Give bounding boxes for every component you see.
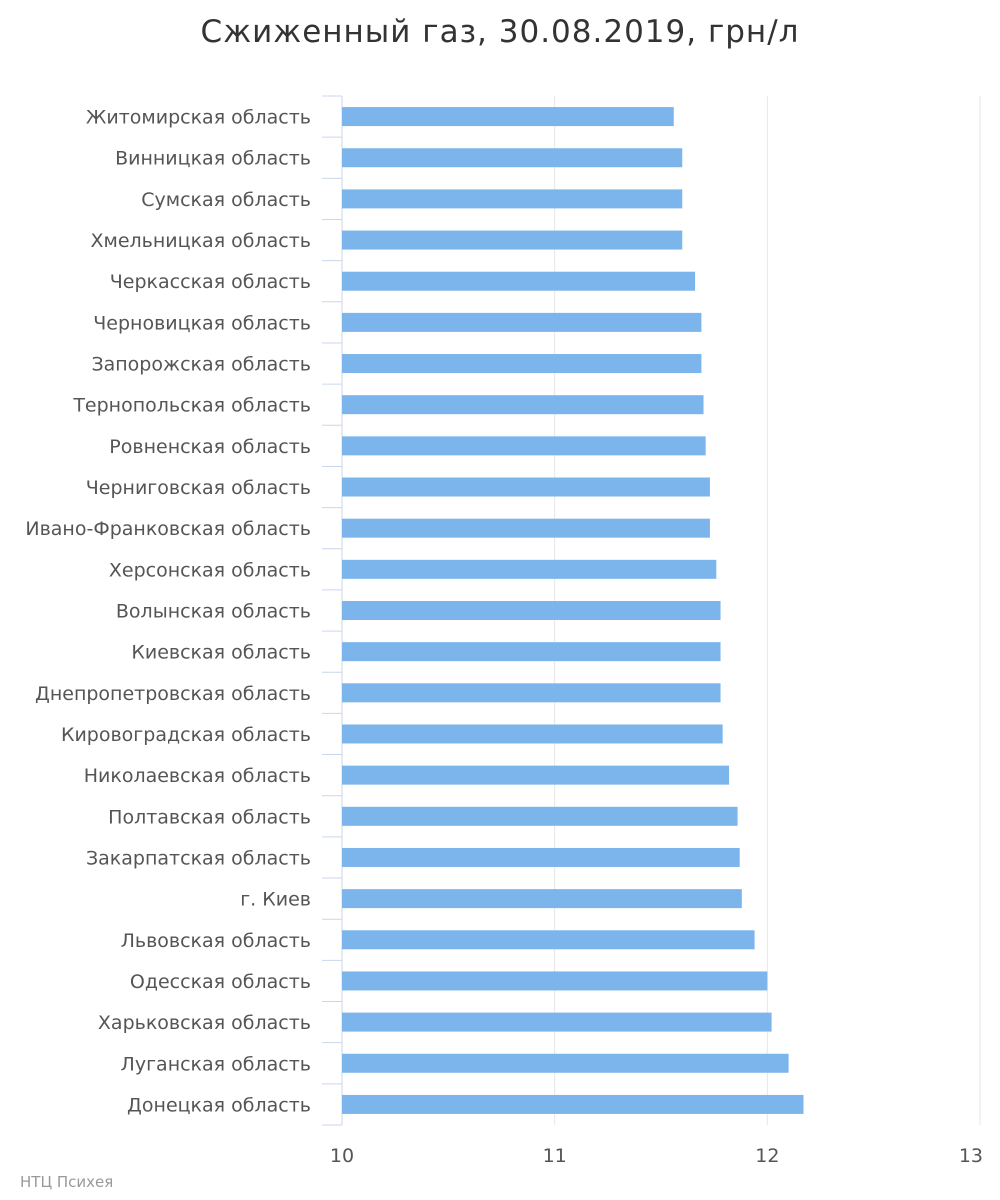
x-tick-label: 13: [959, 1145, 983, 1167]
bar: [342, 930, 755, 950]
category-label: Сумская область: [141, 189, 311, 211]
category-label: Киевская область: [131, 642, 311, 664]
bar: [342, 436, 706, 456]
category-label: Львовская область: [121, 930, 311, 952]
bar: [342, 642, 721, 662]
bar: [342, 354, 702, 374]
category-label: г. Киев: [240, 889, 311, 911]
bar: [342, 1012, 772, 1032]
category-label: Тернопольская область: [72, 395, 311, 417]
bar: [342, 230, 683, 250]
x-tick-label: 12: [755, 1145, 779, 1167]
bar: [342, 724, 723, 744]
category-label: Хмельницкая область: [90, 230, 311, 252]
category-label: Харьковская область: [98, 1012, 311, 1034]
category-labels: Житомирская область Винницкая область Сумс…: [25, 107, 311, 1117]
bar: [342, 189, 683, 209]
x-tick-label: 10: [330, 1145, 354, 1167]
bar: [342, 271, 696, 291]
category-label: Винницкая область: [115, 148, 311, 170]
category-label: Черновицкая область: [93, 312, 311, 334]
category-label: Волынская область: [116, 601, 311, 623]
category-label: Кировоградская область: [61, 724, 311, 746]
category-label: Херсонская область: [109, 559, 311, 581]
category-label: Житомирская область: [86, 107, 311, 129]
bar: [342, 312, 702, 332]
bar: [342, 683, 721, 703]
bar: [342, 148, 683, 168]
category-label: Закарпатская область: [86, 847, 311, 869]
category-label: Луганская область: [121, 1053, 311, 1075]
bar: [342, 847, 740, 867]
bar: [342, 601, 721, 620]
bar: [342, 559, 717, 579]
chart-credit: НТЦ Психея: [20, 1173, 114, 1191]
category-label: Донецкая область: [127, 1094, 311, 1116]
x-tick-label: 11: [543, 1145, 567, 1167]
bar: [342, 765, 730, 785]
bar: [342, 395, 704, 415]
bar: [342, 518, 710, 538]
category-label: Николаевская область: [84, 765, 311, 787]
bar: [342, 1094, 804, 1114]
category-label: Полтавская область: [108, 806, 311, 828]
x-axis-ticks: 10 11 12 13: [330, 1145, 983, 1167]
category-label: Днепропетровская область: [35, 683, 311, 705]
bar: [342, 806, 738, 826]
category-label: Черкасская область: [110, 271, 311, 293]
bars: [342, 107, 804, 1114]
bar: [342, 107, 674, 127]
bar: [342, 971, 768, 991]
bar: [342, 1053, 789, 1073]
category-label: Черниговская область: [86, 477, 311, 499]
category-label: Ивано-Франковская область: [25, 518, 311, 540]
bar: [342, 477, 710, 497]
chart-title: Сжиженный газ, 30.08.2019, грн/л: [200, 14, 800, 50]
category-label: Ровненская область: [109, 436, 311, 458]
category-label: Одесская область: [130, 971, 311, 993]
category-label: Запорожская область: [91, 354, 311, 376]
bar: [342, 889, 742, 909]
